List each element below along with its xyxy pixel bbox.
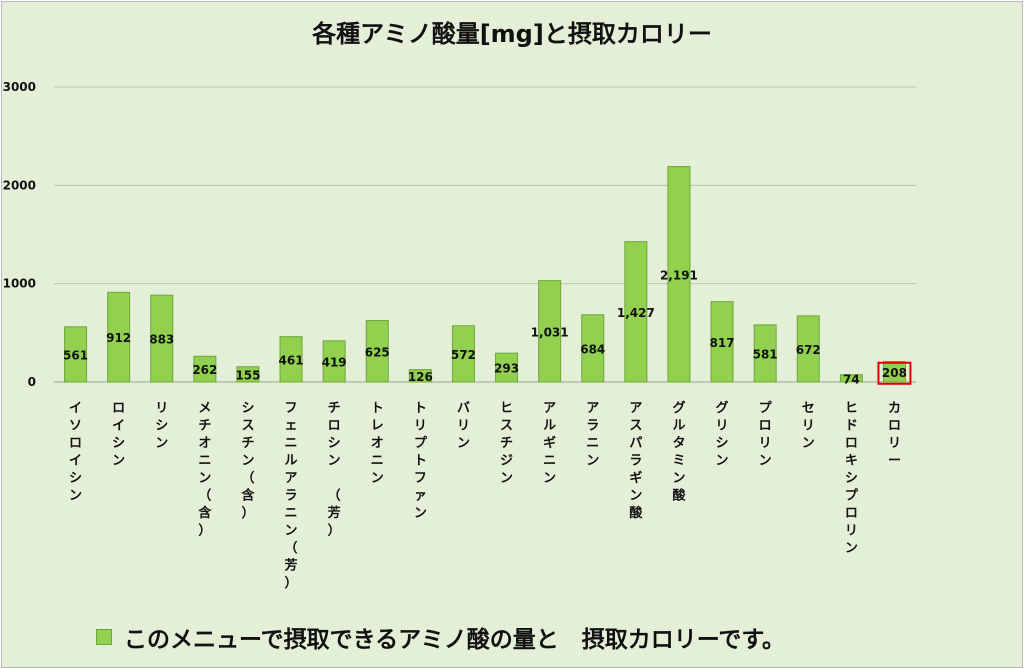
bar [796, 315, 820, 383]
y-tick-label: 0 [28, 375, 36, 389]
data-label: 817 [710, 336, 735, 350]
y-tick-label: 1000 [3, 277, 36, 291]
x-tick-label: トリプトファン [414, 401, 428, 521]
x-tick-label: カロリー [888, 401, 901, 469]
x-tick-label: グルタミン酸 [672, 400, 686, 504]
x-tick-label: シスチン（含） [240, 401, 255, 521]
bar [322, 340, 346, 383]
x-tick-label: リシン [155, 401, 168, 451]
data-label: 561 [63, 348, 88, 362]
data-label: 625 [365, 345, 390, 359]
data-label: 155 [235, 368, 260, 382]
bar [279, 336, 303, 383]
data-label: 2,191 [660, 268, 698, 282]
x-tick-label: トレオニン [371, 401, 384, 486]
x-tick-label: フェニルアラニン（芳） [285, 401, 298, 591]
data-label: 126 [408, 370, 433, 384]
bar [193, 355, 217, 383]
y-tick-label: 3000 [3, 80, 36, 94]
data-label: 208 [882, 366, 907, 380]
data-label: 419 [322, 355, 347, 369]
bar [538, 280, 562, 383]
x-tick-label: アラニン [586, 401, 599, 469]
data-label: 581 [753, 347, 778, 361]
bar [365, 320, 389, 383]
data-label: 912 [106, 331, 131, 345]
data-label: 1,427 [617, 306, 655, 320]
x-tick-label: バリン [457, 401, 470, 451]
data-label: 293 [494, 362, 519, 376]
bar [408, 369, 432, 383]
x-tick-label: アスパラギン酸 [629, 401, 643, 521]
bar [753, 324, 777, 383]
legend: このメニューで摂取できるアミノ酸の量と 摂取カロリーです。 [96, 620, 785, 654]
data-label: 74 [843, 372, 860, 386]
bar [236, 366, 260, 383]
data-label: 572 [451, 348, 476, 362]
bar [882, 361, 906, 383]
bar [495, 352, 519, 383]
data-label: 883 [149, 333, 174, 347]
x-tick-label: ヒスチジン [500, 401, 513, 486]
x-tick-label: ロイシン [112, 401, 125, 469]
x-tick-label: ヒドロキシプロリン [845, 401, 859, 556]
x-tick-label: イソロイシン [69, 401, 82, 504]
x-tick-label: グリシン [716, 400, 729, 469]
x-tick-label: プロリン [759, 401, 773, 469]
bar [451, 325, 475, 383]
bar [667, 166, 691, 383]
legend-swatch [96, 629, 112, 645]
data-label: 672 [796, 343, 821, 357]
y-tick-label: 2000 [3, 178, 36, 192]
chart-title: 各種アミノ酸量[mg]と摂取カロリー [312, 20, 712, 48]
bar [107, 291, 131, 383]
bar [710, 301, 734, 383]
x-tick-label: アルギニン [543, 401, 556, 486]
bar [150, 294, 174, 383]
data-label: 262 [192, 363, 217, 377]
data-label: 1,031 [531, 325, 569, 339]
legend-label: このメニューで摂取できるアミノ酸の量と 摂取カロリーです。 [124, 627, 786, 653]
bar [624, 241, 648, 383]
bar [839, 374, 863, 383]
highlight-box [877, 361, 912, 385]
x-tick-label: チロシン （芳） [328, 401, 341, 539]
x-tick-label: メチオニン（含） [197, 401, 212, 539]
data-label: 684 [580, 342, 605, 356]
x-tick-label: セリン [802, 401, 815, 451]
bar [64, 326, 88, 383]
bar [581, 314, 605, 383]
data-label: 461 [279, 353, 304, 367]
